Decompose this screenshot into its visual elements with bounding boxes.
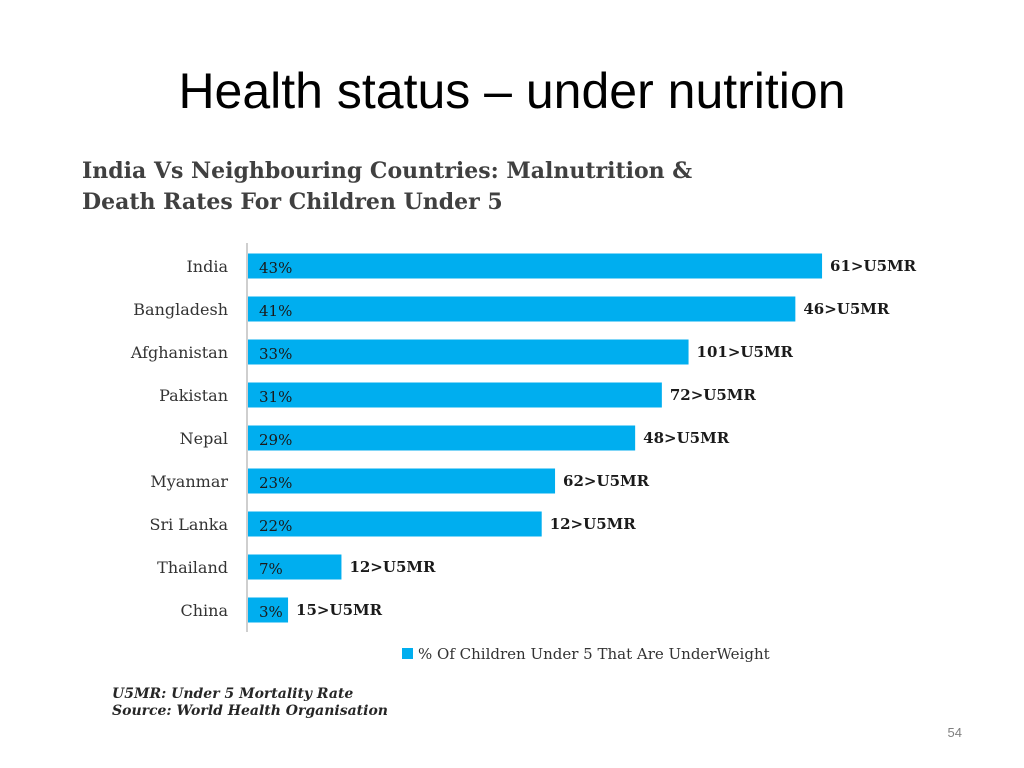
bar-value-label-7: 7%: [259, 560, 283, 578]
category-label-5: Myanmar: [150, 472, 228, 491]
bar-8: [248, 597, 289, 623]
footnote-abbreviation: U5MR: Under 5 Mortality Rate: [112, 686, 354, 702]
bar-end-label-4: 48>U5MR: [643, 429, 730, 447]
bar-value-label-4: 29%: [259, 431, 292, 449]
bar-end-label-8: 15>U5MR: [296, 601, 383, 619]
category-label-4: Nepal: [180, 429, 228, 448]
legend-swatch: [402, 648, 413, 659]
bar-value-label-6: 22%: [259, 517, 292, 535]
footnote-source: Source: World Health Organisation: [112, 703, 388, 719]
bar-end-label-2: 101>U5MR: [697, 343, 794, 361]
bar-3: [248, 382, 662, 408]
legend-label: % Of Children Under 5 That Are UnderWeig…: [418, 645, 770, 663]
bar-value-label-5: 23%: [259, 474, 292, 492]
bar-value-label-1: 41%: [259, 302, 292, 320]
bar-end-label-1: 46>U5MR: [803, 300, 890, 318]
category-label-1: Bangladesh: [133, 300, 228, 319]
category-label-8: China: [180, 601, 228, 620]
page-number: 54: [947, 725, 962, 740]
bar-0: [248, 253, 823, 279]
chart-title-line-2: Death Rates For Children Under 5: [82, 189, 503, 215]
bar-end-label-3: 72>U5MR: [670, 386, 757, 404]
bar-end-label-7: 12>U5MR: [349, 558, 436, 576]
bar-1: [248, 296, 796, 322]
bar-end-label-6: 12>U5MR: [550, 515, 637, 533]
footnotes: U5MR: Under 5 Mortality Rate Source: Wor…: [112, 686, 388, 720]
category-label-0: India: [186, 257, 228, 276]
bar-value-label-8: 3%: [259, 603, 283, 621]
category-label-6: Sri Lanka: [149, 515, 228, 534]
bar-end-label-5: 62>U5MR: [563, 472, 650, 490]
bar-5: [248, 468, 556, 494]
bar-6: [248, 511, 542, 537]
bar-7: [248, 554, 342, 580]
category-label-2: Afghanistan: [130, 343, 228, 362]
bar-4: [248, 425, 636, 451]
bar-value-label-3: 31%: [259, 388, 292, 406]
bar-2: [248, 339, 689, 365]
chart-title-line-1: India Vs Neighbouring Countries: Malnutr…: [82, 158, 693, 184]
bar-value-label-0: 43%: [259, 259, 292, 277]
slide-title: Health status – under nutrition: [178, 63, 846, 119]
category-label-7: Thailand: [157, 558, 228, 577]
bar-value-label-2: 33%: [259, 345, 292, 363]
bar-end-label-0: 61>U5MR: [830, 257, 917, 275]
category-label-3: Pakistan: [159, 386, 228, 405]
chart-title: India Vs Neighbouring Countries: Malnutr…: [82, 156, 962, 218]
